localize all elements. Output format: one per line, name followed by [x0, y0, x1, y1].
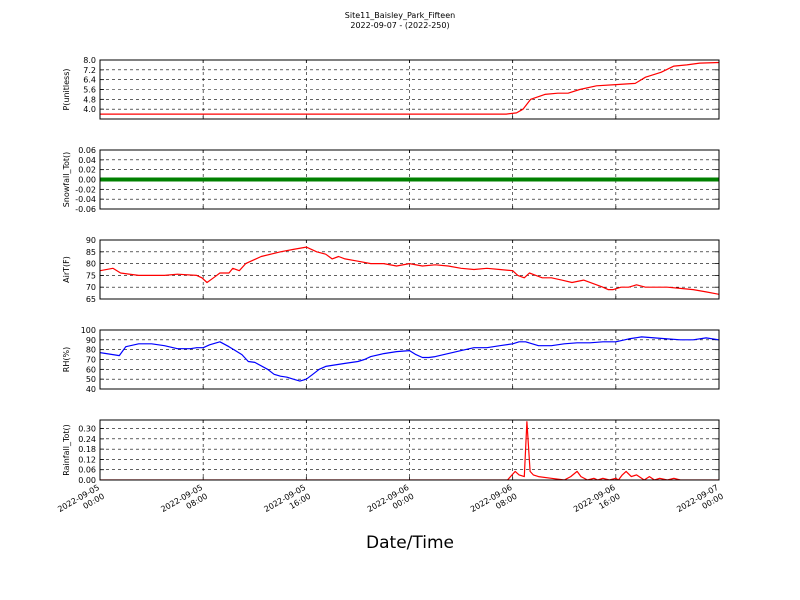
y-tick-label: 75 [86, 271, 96, 280]
y-axis-label: P(unitless) [62, 68, 71, 110]
x-tick-label: 2022-09-0500:00 [56, 483, 106, 523]
y-tick-label: 80 [86, 346, 96, 355]
panel-frame [99, 239, 720, 300]
x-tick-label: 2022-09-0616:00 [572, 483, 622, 523]
y-tick-label: 0.04 [78, 156, 96, 165]
y-tick-label: 50 [86, 375, 96, 384]
y-tick-label: 8.0 [83, 56, 96, 65]
y-tick-label: 4.8 [83, 95, 96, 104]
x-tick-labels: 2022-09-0500:00 2022-09-0508:00 2022-09-05… [56, 483, 725, 523]
y-tick-label: -0.06 [75, 205, 96, 214]
y-tick-label: 40 [86, 385, 96, 394]
x-tick-label: 2022-09-0700:00 [675, 483, 725, 523]
x-tick-label: 2022-09-0600:00 [366, 483, 416, 523]
y-tick-label: 65 [86, 295, 96, 304]
y-tick-label: 90 [86, 236, 96, 245]
y-tick-label: 90 [86, 336, 96, 345]
y-tick-label: 0.00 [78, 176, 96, 185]
panel-5: 0.000.06 0.120.180.240.30 Rainfall_Tot() [62, 419, 720, 485]
y-tick-label: -0.02 [75, 185, 96, 194]
panel-frame [99, 419, 720, 481]
y-tick-label: 0.30 [78, 425, 96, 434]
x-axis-label: Date/Time [366, 533, 454, 553]
panel-1: 4.04.85.66.47.28.0 P(unitless) [62, 56, 720, 120]
y-tick-label: 5.6 [83, 86, 96, 95]
y-tick-label: 0.06 [78, 146, 96, 155]
y-tick-label: 60 [86, 365, 96, 374]
y-tick-label: 0.24 [78, 435, 96, 444]
y-tick-label: 85 [86, 248, 96, 257]
panel-frame [99, 329, 720, 390]
y-tick-label: 0.00 [78, 476, 96, 485]
y-axis-label: RH(%) [62, 347, 71, 372]
y-axis-label: AirT(F) [62, 256, 71, 283]
panel-frame [99, 149, 720, 210]
series-line [100, 421, 719, 480]
y-axis-label: Rainfall_Tot() [62, 424, 71, 476]
y-tick-label: 70 [86, 356, 96, 365]
x-tick-label: 2022-09-0508:00 [159, 483, 209, 523]
y-axis-label: Snowfall_Tot() [62, 152, 71, 208]
series-line [100, 336, 719, 382]
x-tick-label: 2022-09-0608:00 [469, 483, 519, 523]
y-tick-label: 0.02 [78, 166, 96, 175]
y-tick-label: 0.12 [78, 455, 96, 464]
y-tick-label: 100 [81, 326, 96, 335]
panel-2: -0.06-0.04-0.020.000.020.040.06 Snowfall_… [62, 146, 720, 214]
y-tick-label: 70 [86, 283, 96, 292]
panel-3: 65 70 75 80 85 90 AirT(F) [62, 236, 720, 304]
y-tick-label: -0.04 [75, 195, 96, 204]
panel-frame [99, 59, 720, 120]
series-line [100, 246, 719, 295]
series-line [100, 61, 719, 115]
y-tick-label: 0.06 [78, 466, 96, 475]
y-tick-label: 4.0 [83, 105, 96, 114]
x-tick-label: 2022-09-0516:00 [263, 483, 313, 523]
chart-title-line-2: 2022-09-07 - (2022-250) [350, 21, 450, 30]
y-tick-label: 0.18 [78, 445, 96, 454]
y-tick-label: 80 [86, 260, 96, 269]
y-tick-label: 6.4 [83, 76, 96, 85]
y-tick-label: 7.2 [83, 66, 96, 75]
chart-title-line-1: Site11_Baisley_Park_Fifteen [344, 11, 456, 20]
